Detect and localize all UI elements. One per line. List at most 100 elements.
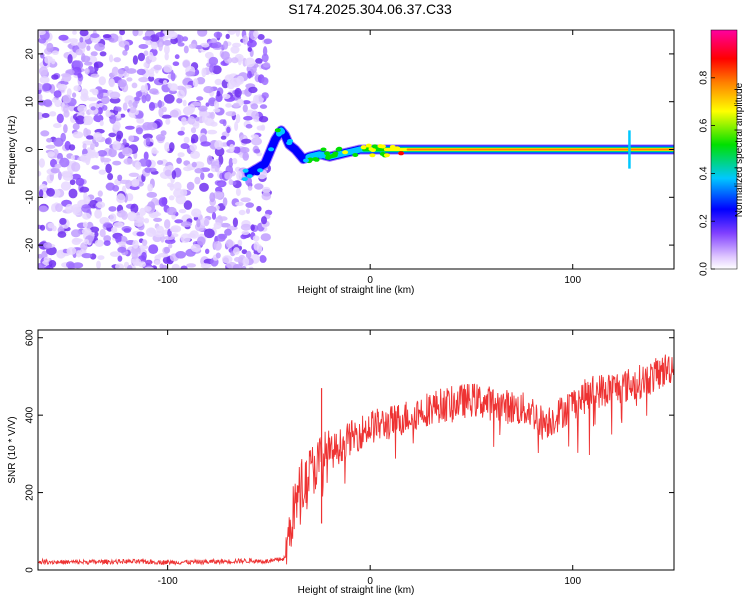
noise-blob xyxy=(42,83,50,92)
noise-blob xyxy=(203,219,209,227)
noise-blob xyxy=(245,208,251,214)
noise-blob xyxy=(105,163,112,174)
colorbar-tick-label: 0.4 xyxy=(699,166,710,180)
noise-blob xyxy=(53,90,62,98)
noise-blob xyxy=(59,157,70,168)
noise-blob xyxy=(194,176,201,185)
noise-blob xyxy=(112,185,120,192)
noise-blob xyxy=(190,244,201,253)
noise-blob xyxy=(237,239,243,247)
noise-blob xyxy=(210,38,217,44)
noise-blob xyxy=(123,158,134,165)
noise-blob xyxy=(205,248,210,254)
noise-blob xyxy=(49,111,57,117)
noise-blob xyxy=(149,88,159,95)
noise-blob xyxy=(141,94,147,104)
noise-blob xyxy=(259,254,266,262)
noise-blob xyxy=(46,42,54,53)
noise-blob xyxy=(148,72,155,78)
noise-blob xyxy=(40,130,50,137)
noise-blob xyxy=(181,117,187,124)
noise-blob xyxy=(106,137,112,145)
noise-blob xyxy=(68,262,75,269)
noise-blob xyxy=(223,40,229,50)
noise-blob xyxy=(214,78,222,86)
noise-blob xyxy=(117,79,127,88)
signal-clump xyxy=(268,147,275,152)
noise-blob xyxy=(240,223,252,231)
noise-blob xyxy=(220,222,231,228)
noise-blob xyxy=(163,64,173,73)
noise-blob xyxy=(94,141,99,148)
noise-blob xyxy=(98,169,107,175)
noise-blob xyxy=(222,197,228,207)
signal-clump xyxy=(394,146,401,151)
signal-clump xyxy=(377,144,384,149)
noise-blob xyxy=(222,119,227,127)
noise-blob xyxy=(117,255,123,262)
noise-blob xyxy=(208,56,219,66)
noise-blob xyxy=(79,37,84,43)
noise-blob xyxy=(199,182,209,192)
noise-blob xyxy=(190,127,197,134)
noise-blob xyxy=(164,52,169,61)
spectrogram-xtick-label: 0 xyxy=(367,275,373,286)
noise-blob xyxy=(262,46,268,57)
noise-blob xyxy=(91,165,100,170)
noise-blob xyxy=(166,206,177,216)
noise-blob xyxy=(109,213,117,222)
noise-blob xyxy=(47,151,55,157)
noise-blob xyxy=(59,217,67,225)
noise-blob xyxy=(247,185,253,191)
noise-blob xyxy=(245,250,252,259)
noise-blob xyxy=(228,179,234,186)
noise-blob xyxy=(158,41,163,52)
noise-blob xyxy=(117,68,125,75)
noise-blob xyxy=(225,103,233,108)
noise-blob xyxy=(119,30,125,36)
noise-blob xyxy=(206,155,213,165)
spectrogram-frame xyxy=(37,29,675,270)
signal-clump xyxy=(365,143,372,148)
noise-blob xyxy=(93,61,104,68)
noise-blob xyxy=(90,51,98,57)
noise-blob xyxy=(131,178,140,187)
noise-blob xyxy=(145,94,151,102)
snr-xtick-label: 100 xyxy=(564,576,581,587)
noise-blob xyxy=(188,43,197,49)
noise-blob xyxy=(261,53,269,63)
noise-blob xyxy=(151,41,158,50)
noise-blob xyxy=(250,103,259,110)
noise-blob xyxy=(147,183,153,192)
noise-blob xyxy=(93,132,103,141)
noise-blob xyxy=(235,201,244,206)
noise-blob xyxy=(61,73,71,78)
colorbar-label: Normalized spectral amplitude xyxy=(734,82,745,217)
noise-blob xyxy=(260,124,266,131)
noise-blob xyxy=(121,147,133,157)
noise-blob xyxy=(135,127,143,135)
noise-blob xyxy=(117,174,123,181)
spectrogram-xlabel: Height of straight line (km) xyxy=(298,285,415,296)
noise-blob xyxy=(172,61,180,66)
noise-blob xyxy=(144,218,150,224)
noise-blob xyxy=(130,247,141,255)
noise-blob xyxy=(132,30,139,37)
noise-blob xyxy=(143,206,152,212)
noise-blob xyxy=(159,263,164,269)
noise-blob xyxy=(232,157,238,165)
noise-blob xyxy=(82,143,87,150)
signal-clump xyxy=(383,153,390,158)
colorbar-frame xyxy=(710,29,738,270)
noise-blob xyxy=(77,72,83,79)
noise-blob xyxy=(251,110,259,120)
noise-blob xyxy=(242,100,251,105)
noise-blob xyxy=(250,224,255,231)
noise-blob xyxy=(189,230,199,239)
noise-blob xyxy=(88,66,96,73)
noise-blob xyxy=(121,210,128,220)
noise-blob xyxy=(38,94,43,101)
spectrogram-xtick-label: 100 xyxy=(564,275,581,286)
noise-blob xyxy=(68,144,76,151)
colorbar-ticks: 0.0 0.2 0.4 0.6 0.8 xyxy=(699,70,715,276)
